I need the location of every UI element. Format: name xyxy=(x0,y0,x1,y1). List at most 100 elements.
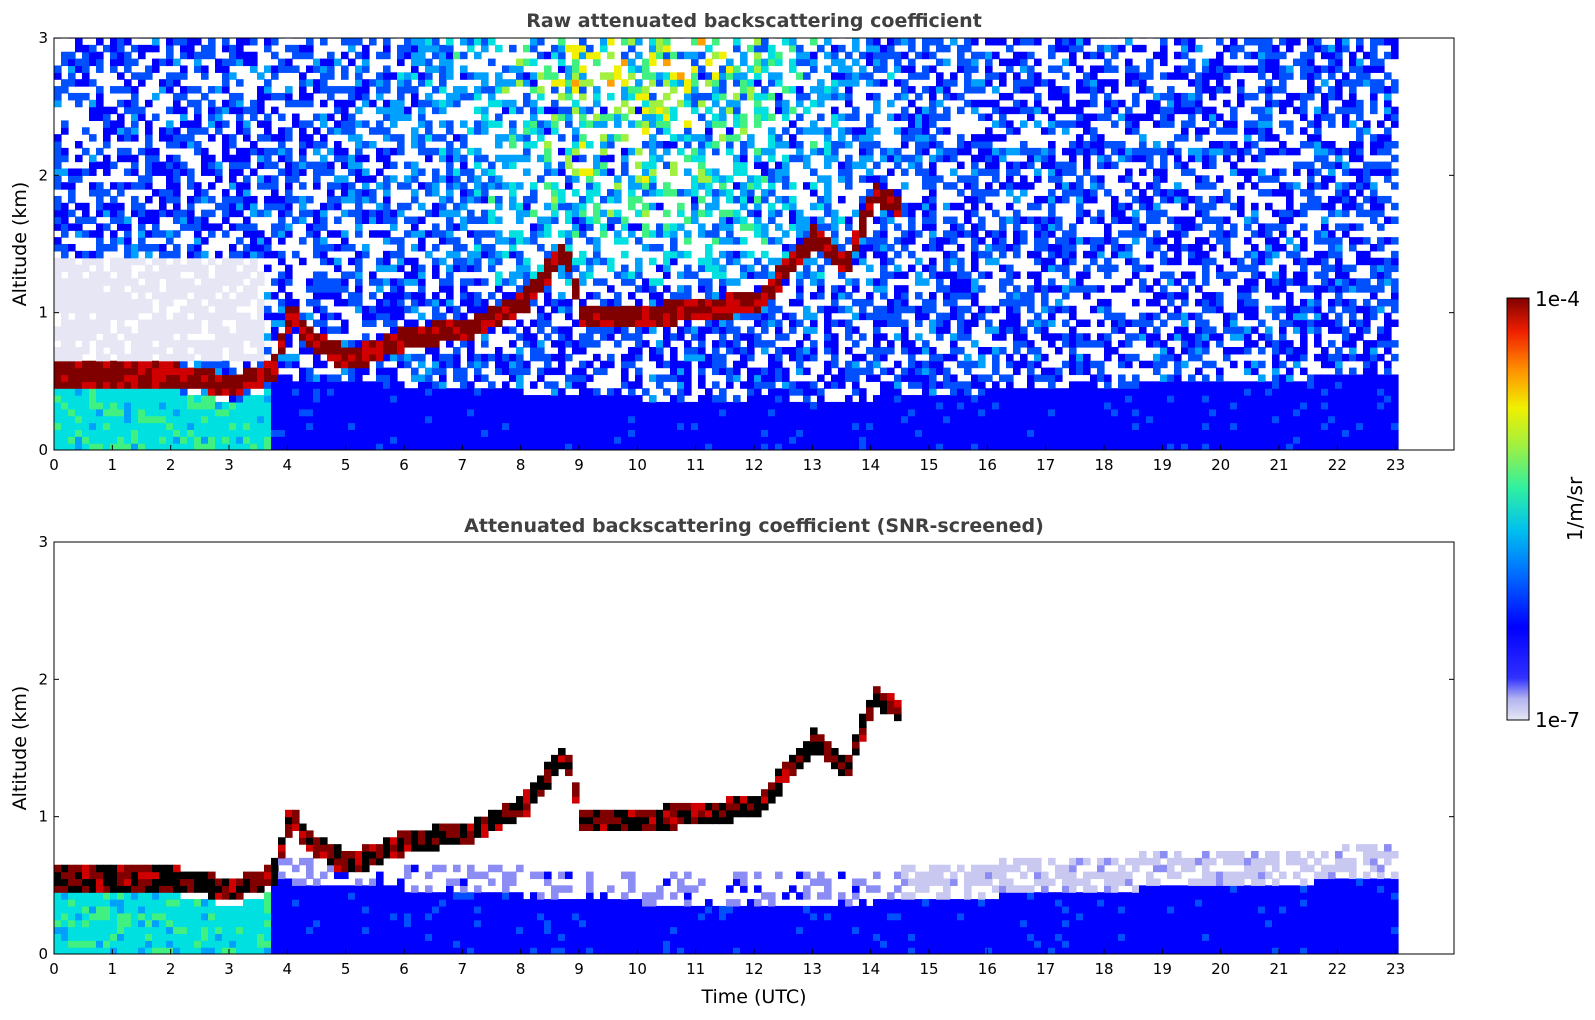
heatmap-cell xyxy=(432,305,440,314)
heatmap-cell xyxy=(677,292,685,300)
heatmap-cell xyxy=(453,257,461,266)
heatmap-cell xyxy=(600,429,608,437)
heatmap-cell xyxy=(579,305,587,314)
heatmap-cell xyxy=(131,168,139,176)
heatmap-cell xyxy=(61,298,69,307)
heatmap-cell xyxy=(544,161,552,170)
heatmap-cell xyxy=(663,264,671,273)
heatmap-cell xyxy=(551,429,559,437)
heatmap-cell xyxy=(663,333,671,341)
heatmap-cell xyxy=(320,38,328,39)
heatmap-cell xyxy=(614,292,622,300)
panel-title: Raw attenuated backscattering coefficien… xyxy=(526,10,982,32)
heatmap-cell xyxy=(131,347,139,355)
heatmap-cell xyxy=(894,161,902,170)
heatmap-cell xyxy=(411,443,419,450)
heatmap-cell xyxy=(509,305,517,314)
heatmap-cell xyxy=(502,443,510,450)
heatmap-cell xyxy=(152,44,160,53)
heatmap-cell xyxy=(691,333,699,341)
heatmap-cell xyxy=(61,230,69,238)
heatmap-cell xyxy=(684,367,692,376)
heatmap-cell xyxy=(607,223,615,231)
heatmap-cell xyxy=(236,436,244,444)
heatmap-cell xyxy=(313,415,321,424)
heatmap-cell xyxy=(439,79,447,87)
heatmap-cell xyxy=(68,285,76,293)
heatmap-cell xyxy=(740,141,748,149)
heatmap-cell xyxy=(229,271,237,279)
heatmap-cell xyxy=(68,374,76,382)
heatmap-cell xyxy=(754,367,762,376)
heatmap-cell xyxy=(313,395,321,403)
heatmap-cell xyxy=(859,443,867,450)
heatmap-cell xyxy=(474,298,482,307)
heatmap-cell xyxy=(103,340,111,348)
heatmap-cell xyxy=(285,154,293,163)
heatmap-cell xyxy=(201,38,209,39)
heatmap-cell xyxy=(187,298,195,307)
heatmap-cell xyxy=(278,38,286,39)
heatmap-cell xyxy=(306,99,314,108)
heatmap-cell xyxy=(705,141,713,149)
heatmap-cell xyxy=(705,127,713,135)
heatmap-cell xyxy=(159,202,167,211)
heatmap-cell xyxy=(390,292,398,300)
heatmap-cell xyxy=(572,408,580,417)
heatmap-cell xyxy=(299,237,307,245)
heatmap-cell xyxy=(831,154,839,163)
heatmap-cell xyxy=(194,319,202,327)
heatmap-cell xyxy=(845,161,853,170)
heatmap-cell xyxy=(740,292,748,300)
heatmap-cell xyxy=(418,401,426,410)
heatmap-cell xyxy=(586,333,594,341)
heatmap-cell xyxy=(201,388,209,396)
heatmap-cell xyxy=(635,415,643,424)
heatmap-cell xyxy=(257,230,265,238)
heatmap-cell xyxy=(887,443,895,450)
heatmap-cell xyxy=(82,415,90,424)
heatmap-cell xyxy=(831,422,839,430)
heatmap-cell xyxy=(873,285,881,293)
heatmap-cell xyxy=(551,257,559,266)
heatmap-cell xyxy=(341,182,349,190)
heatmap-cell xyxy=(761,175,769,183)
heatmap-cell xyxy=(61,257,69,266)
heatmap-cell xyxy=(229,161,237,170)
heatmap-cell xyxy=(299,202,307,211)
heatmap-cell xyxy=(68,244,76,252)
heatmap-cell xyxy=(236,429,244,437)
heatmap-cell xyxy=(446,443,454,450)
heatmap-cell xyxy=(698,175,706,183)
heatmap-cell xyxy=(789,347,797,355)
heatmap-cell xyxy=(152,388,160,396)
heatmap-cell xyxy=(782,429,790,437)
heatmap-cell xyxy=(516,292,524,300)
heatmap-cell xyxy=(754,106,762,115)
heatmap-cell xyxy=(782,374,790,382)
heatmap-cell xyxy=(383,195,391,204)
heatmap-cell xyxy=(299,86,307,94)
heatmap-cell xyxy=(670,415,678,424)
heatmap-cell xyxy=(789,38,797,39)
heatmap-cell xyxy=(285,319,293,327)
heatmap-cell xyxy=(334,86,342,94)
heatmap-cell xyxy=(75,395,83,403)
heatmap-cell xyxy=(516,429,524,437)
heatmap-cell xyxy=(89,333,97,341)
heatmap-cell xyxy=(383,408,391,417)
heatmap-cell xyxy=(474,216,482,224)
heatmap-cell xyxy=(229,175,237,183)
heatmap-cell xyxy=(908,353,916,362)
heatmap-cell xyxy=(61,168,69,176)
heatmap-cell xyxy=(460,436,468,444)
heatmap-cell xyxy=(453,436,461,444)
heatmap-cell xyxy=(873,278,881,286)
heatmap-cell xyxy=(257,408,265,417)
heatmap-cell xyxy=(768,154,776,163)
heatmap-cell xyxy=(796,216,804,224)
heatmap-cell xyxy=(719,92,727,101)
heatmap-cell xyxy=(768,408,776,417)
heatmap-cell xyxy=(313,250,321,259)
heatmap-cell xyxy=(649,244,657,252)
